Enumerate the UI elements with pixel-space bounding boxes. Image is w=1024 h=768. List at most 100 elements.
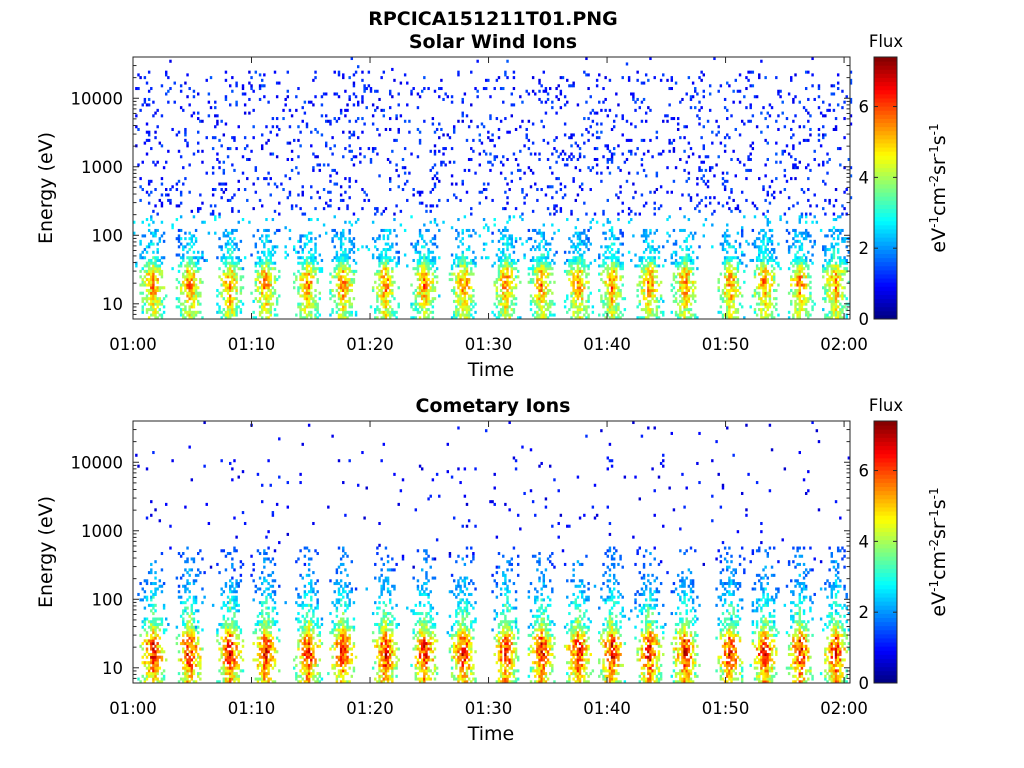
heatmap-cell (224, 313, 228, 317)
heatmap-cell (470, 299, 473, 303)
heatmap-cell (339, 231, 343, 235)
heatmap-cell (732, 299, 735, 303)
heatmap-cell (179, 310, 183, 314)
heatmap-cell (572, 258, 575, 262)
heatmap-cell (263, 280, 266, 284)
heatmap-cell (681, 280, 684, 284)
heatmap-cell (608, 305, 612, 309)
heatmap-cell (644, 272, 648, 276)
heatmap-cell (536, 272, 539, 276)
heatmap-cell (333, 182, 336, 186)
heatmap-cell (314, 267, 317, 271)
heatmap-cell (732, 294, 735, 298)
heatmap-cell (672, 275, 676, 279)
heatmap-cell (269, 261, 272, 265)
heatmap-cell (459, 278, 462, 282)
heatmap-cell (659, 204, 663, 208)
heatmap-cell (427, 87, 430, 91)
heatmap-cell (644, 239, 648, 243)
heatmap-cell (152, 310, 155, 314)
heatmap-cell (734, 256, 737, 260)
heatmap-cell (753, 275, 757, 279)
heatmap-cell (320, 103, 324, 107)
heatmap-cell (721, 242, 725, 246)
heatmap-cell (463, 299, 467, 303)
heatmap-cell (687, 234, 691, 238)
heatmap-cell (817, 138, 821, 142)
heatmap-cell (150, 242, 153, 246)
heatmap-cell (529, 280, 533, 284)
heatmap-cell (491, 239, 494, 243)
heatmap-cell (672, 138, 676, 142)
heatmap-cell (685, 125, 688, 129)
heatmap-cell (510, 288, 514, 293)
heatmap-cell (570, 84, 573, 88)
heatmap-cell (717, 125, 720, 129)
heatmap-cell (576, 280, 580, 284)
heatmap-cell (397, 305, 400, 309)
heatmap-cell (371, 237, 375, 241)
heatmap-cell (809, 280, 812, 284)
heatmap-cell (269, 272, 272, 276)
heatmap-cell (698, 117, 701, 121)
heatmap-cell (762, 269, 765, 273)
heatmap-cell (578, 275, 582, 279)
heatmap-cell (459, 299, 462, 303)
heatmap-cell (523, 201, 526, 205)
heatmap-cell (642, 152, 646, 156)
heatmap-cell (608, 157, 612, 162)
heatmap-cell (482, 218, 486, 222)
heatmap-cell (190, 258, 194, 262)
heatmap-cell (595, 163, 599, 167)
heatmap-cell (371, 253, 375, 257)
heatmap-cell (310, 267, 313, 271)
heatmap-cell (295, 95, 298, 99)
heatmap-cell (489, 117, 492, 121)
heatmap-cell (150, 147, 153, 151)
heatmap-cell (331, 275, 334, 279)
heatmap-cell (440, 127, 443, 131)
heatmap-cell (216, 288, 219, 293)
heatmap-cell (540, 119, 543, 123)
heatmap-cell (474, 261, 477, 265)
heatmap-cell (374, 316, 377, 320)
heatmap-cell (459, 275, 462, 279)
heatmap-cell (525, 193, 528, 197)
heatmap-cell (619, 275, 622, 279)
heatmap-cell (749, 103, 752, 107)
heatmap-cell (696, 92, 699, 96)
heatmap-cell (491, 231, 494, 235)
heatmap-cell (529, 248, 533, 252)
heatmap-cell (167, 76, 170, 80)
heatmap-cell (165, 92, 168, 96)
heatmap-cell (542, 305, 546, 309)
heatmap-cell (484, 242, 488, 246)
heatmap-cell (220, 144, 223, 148)
heatmap-cell (265, 177, 268, 181)
heatmap-cell (143, 302, 147, 306)
heatmap-cell (457, 264, 460, 268)
heatmap-cell (301, 256, 304, 260)
heatmap-cell (145, 297, 149, 301)
heatmap-cell (802, 308, 806, 312)
heatmap-cell (263, 84, 266, 88)
heatmap-cell (576, 261, 580, 265)
heatmap-cell (256, 275, 260, 279)
heatmap-cell (152, 220, 155, 224)
heatmap-cell (713, 209, 716, 213)
heatmap-cell (563, 193, 567, 197)
heatmap-cell (433, 152, 437, 156)
heatmap-cell (563, 133, 567, 137)
heatmap-cell (154, 228, 157, 232)
heatmap-cell (792, 294, 795, 298)
heatmap-cell (544, 294, 548, 298)
heatmap-cell (241, 275, 245, 279)
heatmap-cell (167, 89, 170, 93)
heatmap-cell (467, 297, 471, 301)
heatmap-cell (303, 294, 307, 298)
heatmap-cell (248, 111, 251, 115)
heatmap-cell (730, 305, 733, 309)
heatmap-cell (461, 231, 464, 235)
heatmap-cell (145, 81, 149, 85)
heatmap-cell (630, 92, 633, 96)
